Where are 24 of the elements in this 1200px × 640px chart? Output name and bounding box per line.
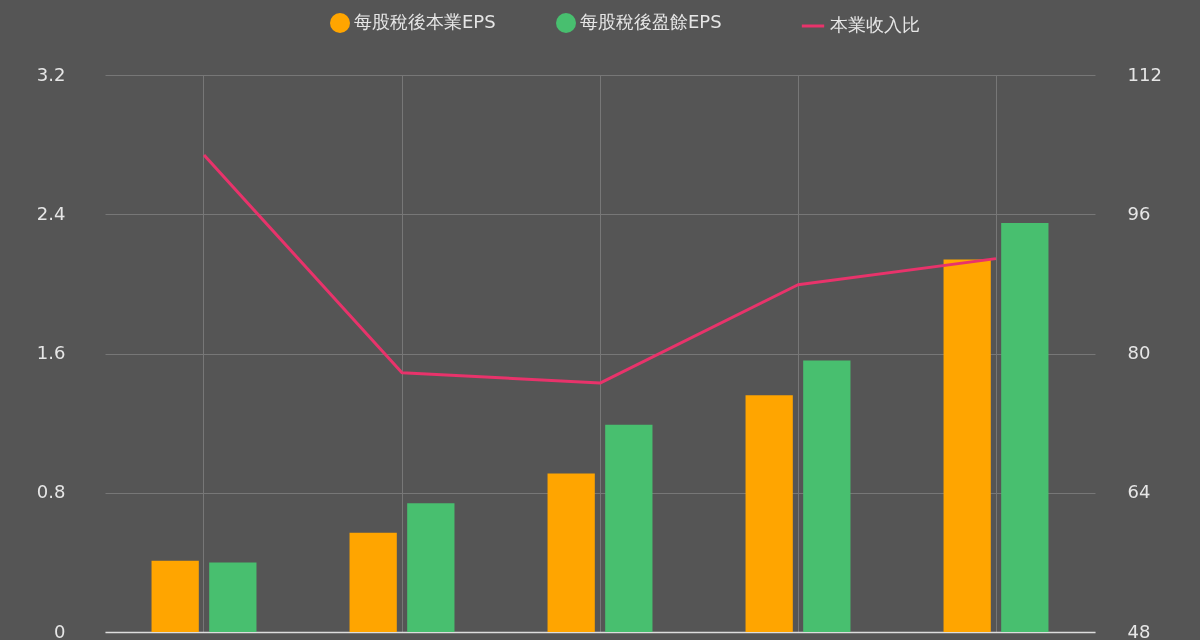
bar [547,473,595,632]
bar [803,360,851,632]
bar [745,395,793,632]
legend-label: 每股稅後本業EPS [354,11,496,32]
y-tick-label: 0.8 [36,481,66,503]
y2-tick-label: 64 [1127,481,1151,503]
y2-tick-label: 96 [1127,202,1151,224]
bar [209,562,257,632]
y2-tick-label: 80 [1127,342,1151,363]
bar [349,532,397,632]
y-tick-label: 3.2 [36,63,66,85]
line-series [202,153,998,385]
bar [943,259,991,632]
y-tick-label: 0 [54,620,66,640]
legend-label: 本業收入比 [830,14,920,35]
bar [1001,222,1049,632]
y2-tick-label: 48 [1127,620,1151,640]
bar [605,424,653,632]
legend-label: 每股稅後盈餘EPS [580,11,722,32]
y2-tick-label: 112 [1127,63,1162,85]
y-tick-label: 1.6 [36,342,66,363]
bar [151,560,199,632]
bar [407,503,455,632]
y-tick-label: 2.4 [36,202,66,224]
